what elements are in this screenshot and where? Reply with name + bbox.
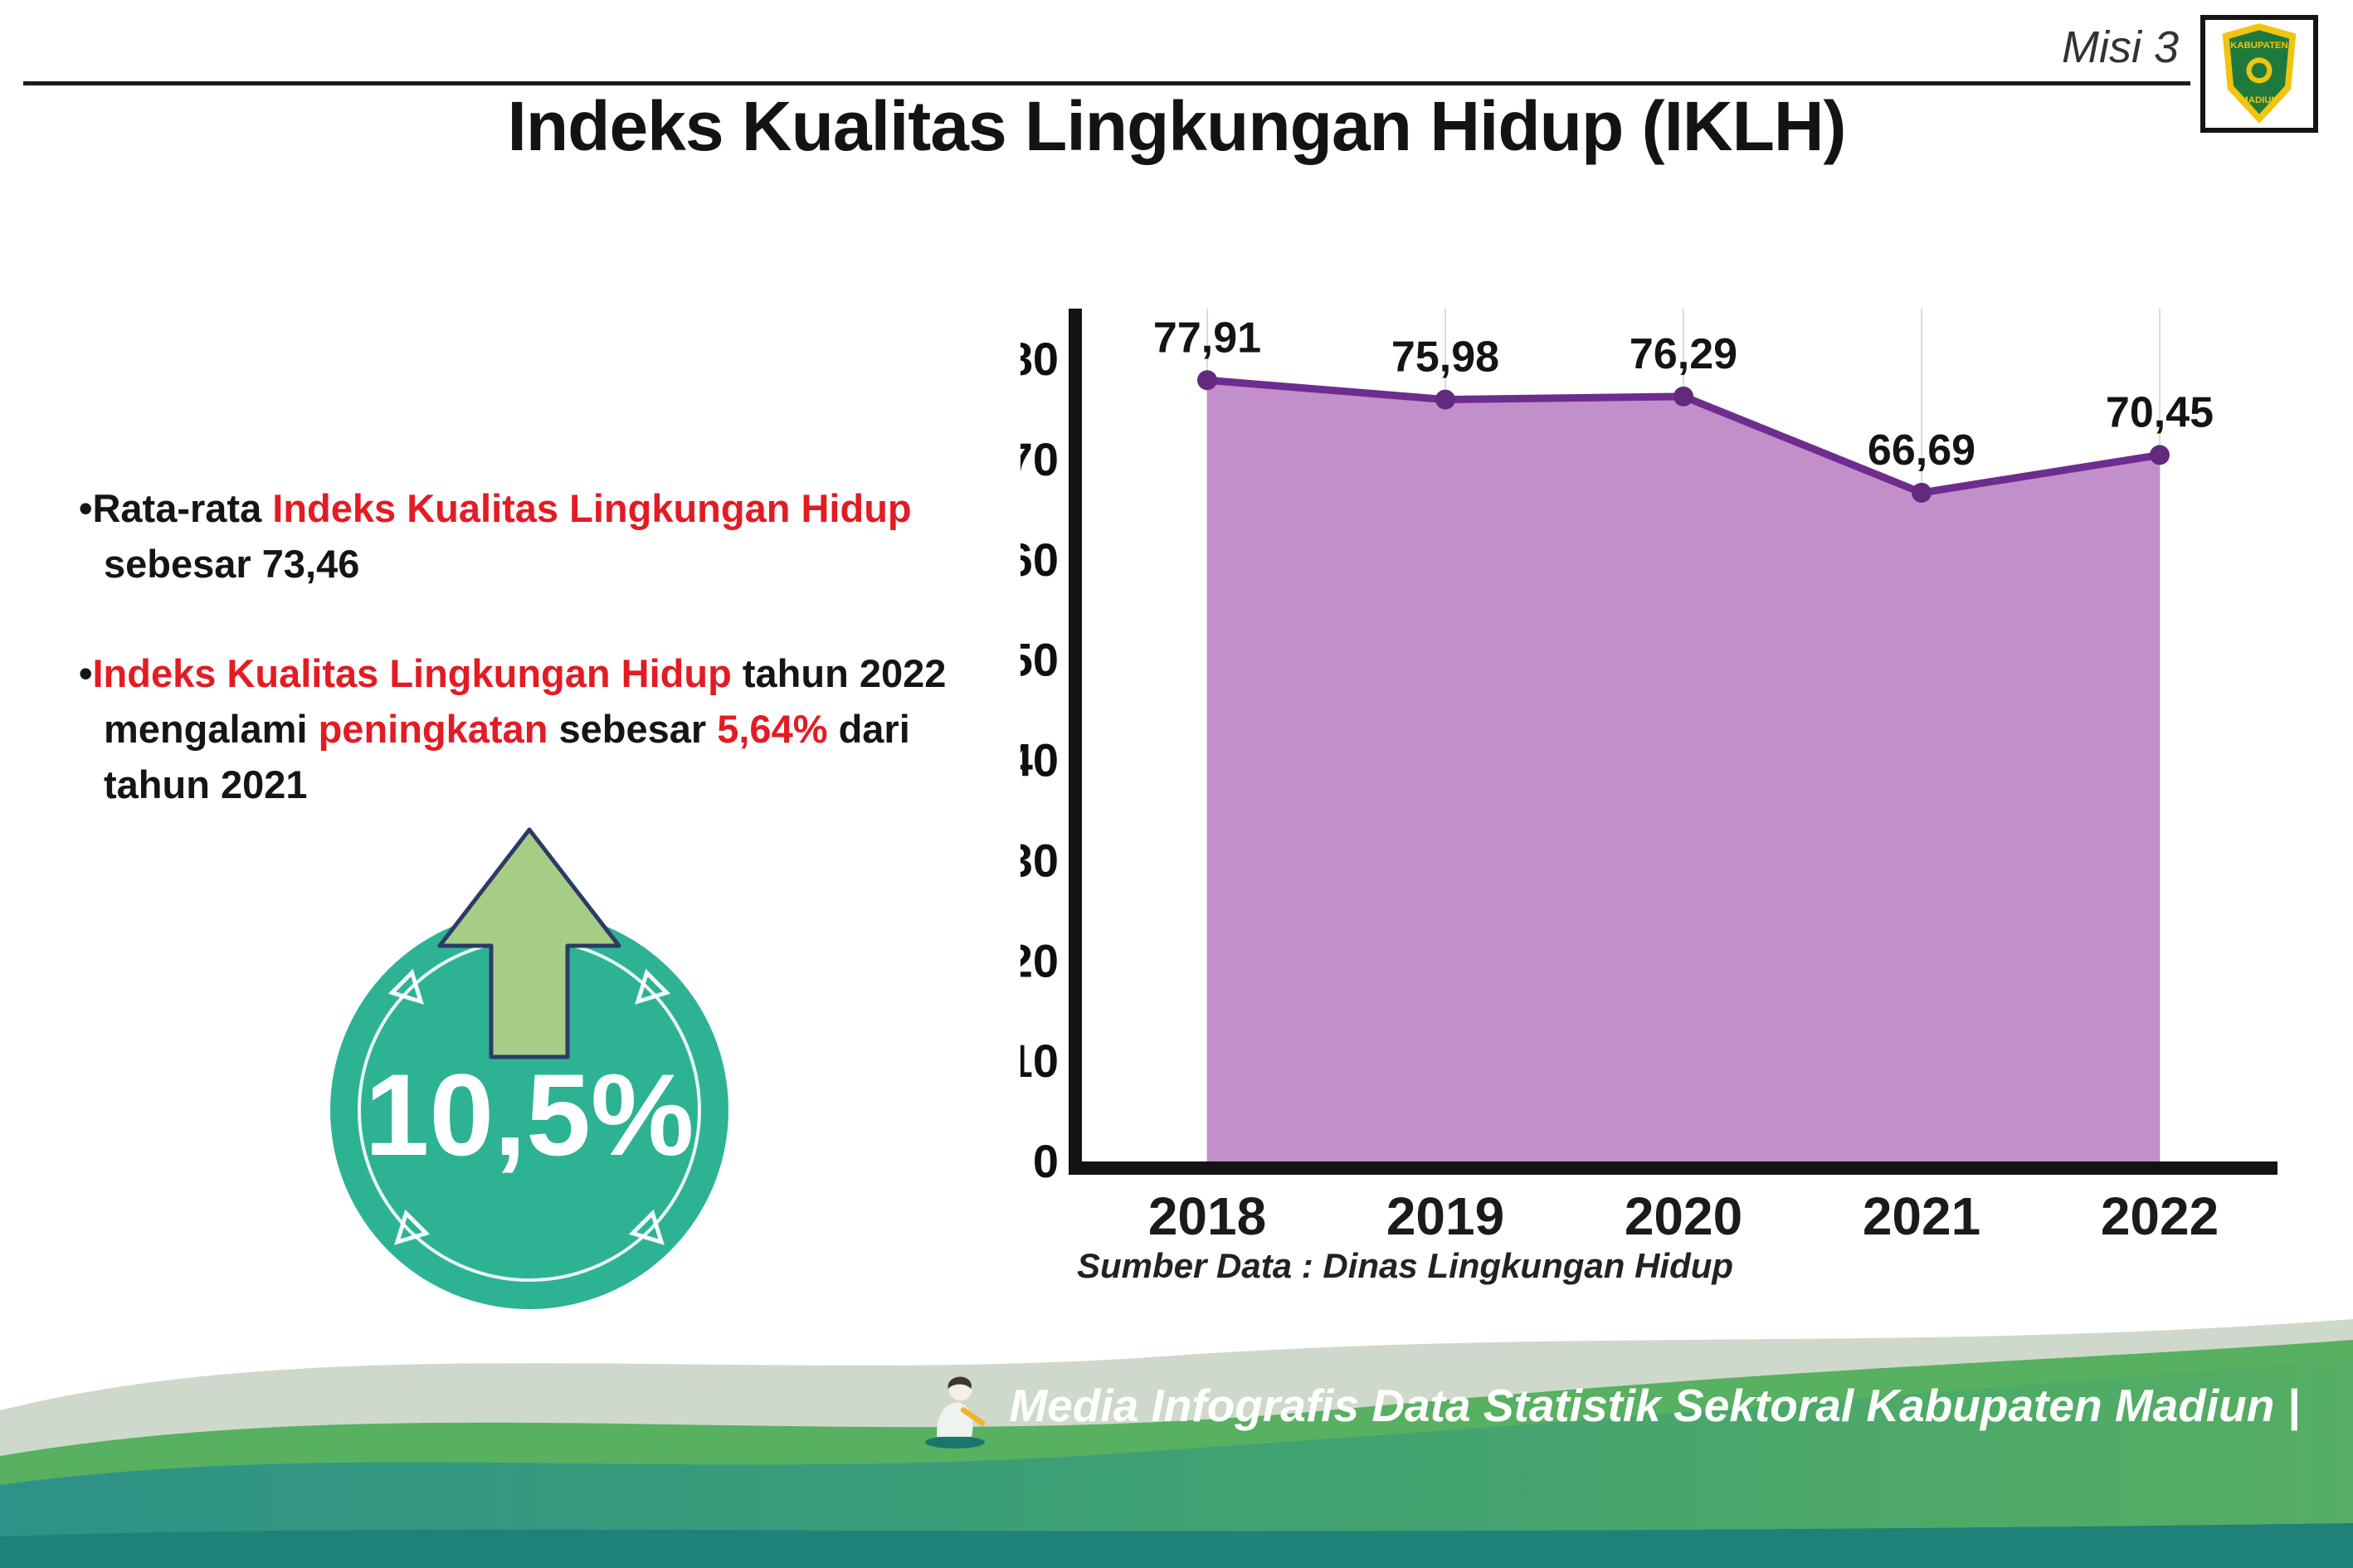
footer-waves: [0, 1319, 2353, 1568]
y-tick-label: 30: [1021, 834, 1059, 886]
page-title: Indeks Kualitas Lingkungan Hidup (IKLH): [507, 87, 1846, 165]
x-tick-label: 2020: [1625, 1186, 1742, 1246]
y-tick-label: 50: [1021, 634, 1059, 686]
header-rule: [23, 81, 2190, 85]
increase-percentage: 10,5%: [365, 1049, 694, 1180]
data-point: [1912, 482, 1932, 503]
x-tick-label: 2018: [1148, 1186, 1266, 1246]
y-tick-label: 70: [1021, 433, 1059, 485]
key-points: •Rata-rata Indeks Kualitas Lingkungan Hi…: [79, 481, 971, 813]
x-tick-label: 2021: [1863, 1186, 1980, 1246]
bullet-average-iklh: •Rata-rata Indeks Kualitas Lingkungan Hi…: [79, 486, 912, 586]
y-tick-label: 40: [1021, 734, 1059, 786]
data-point: [1197, 370, 1217, 391]
svg-text:MADIUN: MADIUN: [2240, 95, 2277, 105]
value-label: 70,45: [2106, 388, 2214, 436]
up-arrow-icon: [437, 827, 621, 1059]
mascot-icon: [925, 1376, 986, 1449]
data-point: [1673, 386, 1693, 407]
y-tick-label: 10: [1021, 1035, 1059, 1087]
data-point: [2150, 445, 2170, 465]
area-fill: [1207, 380, 2160, 1161]
ring-triangles-icon: [387, 968, 671, 1245]
y-tick-label: 20: [1021, 934, 1059, 986]
svg-text:KABUPATEN: KABUPATEN: [2230, 41, 2288, 51]
y-tick-label: 60: [1021, 533, 1059, 586]
x-tick-label: 2019: [1386, 1186, 1504, 1246]
x-axis: [1069, 1161, 2277, 1175]
data-source: Sumber Data : Dinas Lingkungan Hidup: [1077, 1246, 1734, 1285]
data-point: [1435, 389, 1455, 410]
misi-label: Misi 3: [2061, 22, 2179, 72]
value-label: 75,98: [1391, 334, 1499, 382]
crest-icon: KABUPATEN MADIUN: [2222, 23, 2297, 124]
kabupaten-madiun-logo: KABUPATEN MADIUN: [2200, 15, 2318, 133]
x-tick-label: 2022: [2101, 1186, 2219, 1246]
iklh-area-chart: 77,91 75,98 76,29 66,69 70,45 0 10 20 30 40 50 60 70…: [1021, 290, 2298, 1253]
increase-badge-graphic: 10,5%: [330, 827, 728, 1309]
y-axis: [1069, 309, 1082, 1175]
value-label: 77,91: [1153, 314, 1261, 362]
value-label: 76,29: [1630, 330, 1737, 378]
footer-text: Media Infografis Data Statistik Sektoral…: [1009, 1380, 2300, 1431]
footer-credit: Media Infografis Data Statistik Sektoral…: [919, 1362, 2300, 1449]
y-tick-label: 80: [1021, 333, 1059, 385]
y-tick-label: 0: [1033, 1135, 1059, 1187]
value-label: 66,69: [1868, 426, 1975, 475]
increase-badge: 10,5%: [314, 820, 745, 1334]
bullet-increase-2022: •Indeks Kualitas Lingkungan Hidup tahun …: [79, 651, 947, 806]
chart-canvas: 77,91 75,98 76,29 66,69 70,45 0 10 20 30 40 50 60 70…: [1021, 309, 2277, 1246]
